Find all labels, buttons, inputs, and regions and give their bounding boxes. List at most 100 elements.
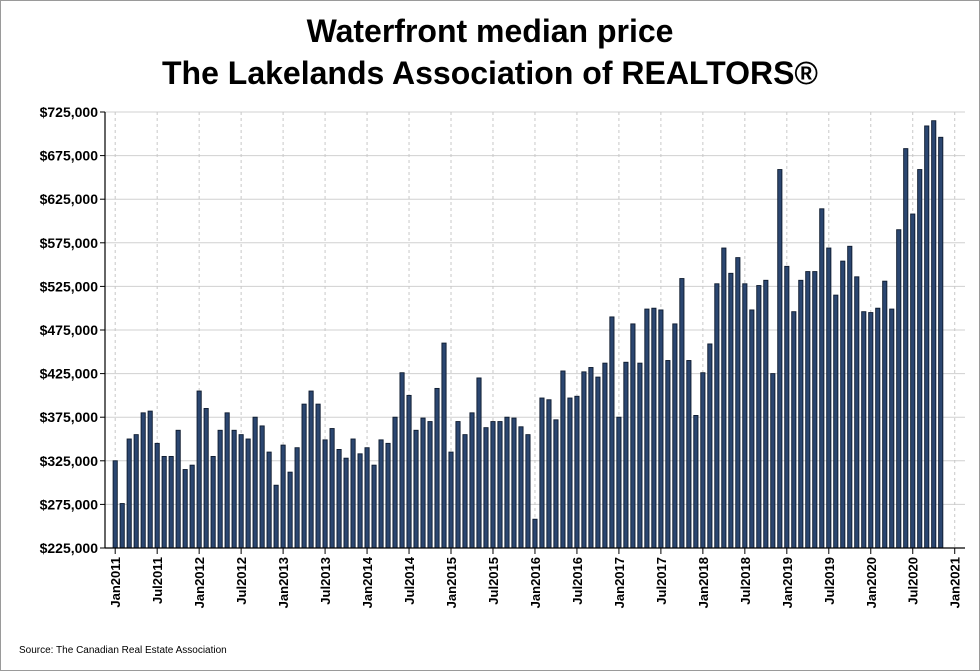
bar bbox=[833, 294, 839, 549]
bar bbox=[854, 276, 860, 549]
bar bbox=[875, 307, 881, 549]
bar bbox=[630, 323, 636, 549]
bar bbox=[938, 136, 944, 549]
x-tick-label: Jul2011 bbox=[150, 557, 165, 604]
bar bbox=[301, 403, 307, 549]
bar bbox=[406, 394, 412, 549]
bar bbox=[525, 434, 531, 549]
x-tick-label: Jan2017 bbox=[612, 557, 627, 608]
bar bbox=[539, 397, 545, 549]
bar bbox=[679, 278, 685, 549]
bar bbox=[357, 453, 363, 549]
bar bbox=[784, 265, 790, 549]
bar bbox=[546, 399, 552, 549]
bar bbox=[119, 503, 125, 549]
bar bbox=[518, 426, 524, 549]
chart-subtitle: The Lakelands Association of REALTORS® bbox=[162, 55, 818, 91]
x-tick-label: Jan2019 bbox=[780, 557, 795, 608]
bar bbox=[651, 307, 657, 549]
x-tick-label: Jan2021 bbox=[948, 557, 963, 608]
source-note: Source: The Canadian Real Estate Associa… bbox=[19, 645, 227, 656]
bar bbox=[609, 316, 615, 549]
bar bbox=[224, 412, 230, 549]
x-tick-label: Jul2014 bbox=[402, 556, 417, 604]
bar bbox=[126, 438, 132, 549]
x-axis-ticks: Jan2011 Jul2011 Jan2012 Jul2012 Jan2013 Jul20… bbox=[108, 548, 963, 608]
bar bbox=[770, 373, 776, 549]
bar bbox=[812, 271, 818, 549]
bar bbox=[672, 323, 678, 549]
bar bbox=[140, 412, 146, 549]
x-tick-label: Jul2016 bbox=[570, 557, 585, 605]
bar bbox=[280, 444, 286, 549]
bar bbox=[560, 370, 566, 549]
y-tick-label: $725,000 bbox=[40, 104, 99, 120]
bar bbox=[364, 447, 370, 549]
bar bbox=[714, 283, 720, 549]
bar bbox=[903, 148, 909, 549]
bar bbox=[504, 416, 510, 549]
bar bbox=[721, 247, 727, 549]
bar bbox=[763, 279, 769, 549]
bar bbox=[161, 455, 167, 549]
x-tick-label: Jan2015 bbox=[444, 557, 459, 608]
bar bbox=[154, 442, 160, 549]
bar bbox=[861, 311, 867, 549]
bar bbox=[231, 429, 237, 549]
bar bbox=[742, 283, 748, 549]
x-tick-label: Jul2019 bbox=[822, 557, 837, 605]
bar bbox=[728, 272, 734, 549]
x-tick-label: Jan2016 bbox=[528, 557, 543, 608]
bar bbox=[847, 245, 853, 549]
bar bbox=[259, 425, 265, 549]
bar bbox=[840, 260, 846, 549]
bar bbox=[147, 410, 153, 549]
y-tick-label: $375,000 bbox=[40, 409, 99, 425]
x-tick-label: Jan2012 bbox=[192, 557, 207, 608]
bar bbox=[819, 208, 825, 549]
bar bbox=[343, 457, 349, 549]
bar bbox=[378, 439, 384, 549]
bar bbox=[266, 451, 272, 549]
bar bbox=[623, 361, 629, 549]
bar bbox=[581, 371, 587, 549]
bar bbox=[805, 271, 811, 549]
x-tick-label: Jan2014 bbox=[360, 556, 375, 608]
bar bbox=[735, 257, 741, 549]
bar bbox=[777, 169, 783, 549]
bar bbox=[182, 469, 188, 549]
bar bbox=[490, 421, 496, 549]
x-tick-label: Jul2020 bbox=[906, 557, 921, 605]
bar bbox=[217, 429, 223, 549]
bar-series bbox=[112, 120, 944, 549]
bar bbox=[889, 308, 895, 549]
bar bbox=[511, 417, 517, 549]
y-tick-label: $225,000 bbox=[40, 540, 99, 556]
bar bbox=[826, 247, 832, 549]
x-tick-label: Jul2012 bbox=[234, 557, 249, 605]
bar bbox=[791, 311, 797, 549]
bar bbox=[399, 372, 405, 549]
y-tick-label: $625,000 bbox=[40, 191, 99, 207]
bar bbox=[567, 397, 573, 549]
bar bbox=[637, 362, 643, 549]
bar bbox=[602, 362, 608, 549]
bar bbox=[483, 427, 489, 549]
bar bbox=[553, 419, 559, 549]
bar bbox=[322, 439, 328, 549]
bar bbox=[931, 120, 937, 549]
x-tick-label: Jan2011 bbox=[108, 557, 123, 608]
bar bbox=[315, 403, 321, 549]
bar bbox=[896, 229, 902, 549]
bar bbox=[455, 421, 461, 549]
y-tick-label: $525,000 bbox=[40, 278, 99, 294]
bar bbox=[392, 416, 398, 549]
bar bbox=[693, 415, 699, 549]
bar bbox=[434, 387, 440, 549]
x-tick-label: Jul2017 bbox=[654, 557, 669, 605]
y-tick-label: $475,000 bbox=[40, 322, 99, 338]
bar bbox=[196, 390, 202, 549]
bar bbox=[700, 372, 706, 549]
bar bbox=[189, 464, 195, 549]
bar bbox=[350, 438, 356, 549]
